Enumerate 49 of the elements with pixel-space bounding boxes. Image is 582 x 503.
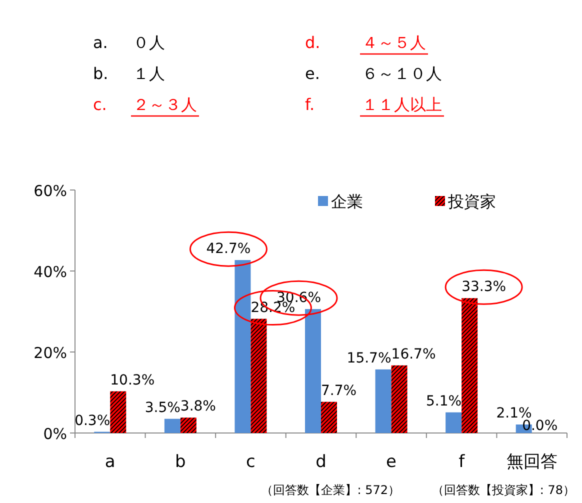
x-tick-label: d [316,452,326,472]
text: d. [305,33,320,52]
x-tick-label: b [175,452,186,472]
y-tick-label: 0% [43,425,67,443]
text: ４～５人 [362,33,426,52]
bar [446,412,462,433]
data-label: 42.7% [206,241,251,258]
x-tick-label: f [458,452,466,472]
x-tick-label: e [386,452,397,472]
bar [234,260,251,433]
text: b. [93,64,108,83]
bar [110,391,126,433]
text: （回答数【投資家】: 78） [432,483,575,497]
bar [180,418,196,433]
text: e. [305,64,320,83]
data-label: 15.7% [346,350,392,366]
data-label: 3.5% [144,400,180,416]
y-tick-label: 40% [34,263,67,281]
bar [321,402,337,433]
bar [305,309,321,433]
bar [462,298,478,433]
bar [250,318,267,433]
text: １人 [133,64,165,83]
text: １１人以上 [362,95,442,114]
y-tick-label: 20% [34,344,67,362]
data-label: 33.3% [462,279,506,296]
text: a. [93,33,108,52]
text: ６～１０人 [362,64,442,83]
text: c. [93,95,107,114]
legend-label: 企業 [331,192,363,211]
data-label: 0.3% [74,412,110,429]
text: （回答数【企業】: 572） [261,483,400,497]
text: f. [305,95,315,114]
data-label: 0.0% [522,418,558,434]
y-tick-label: 60% [34,182,67,200]
x-tick-label: a [104,452,116,472]
data-label: 5.1% [426,393,462,410]
data-label: 3.8% [180,398,216,415]
text: ０人 [133,33,165,52]
x-tick-label: 無回答 [506,452,558,472]
data-label: 10.3% [110,372,155,388]
data-label: 16.7% [391,346,436,362]
bar [375,369,392,433]
text: ２～３人 [133,95,197,114]
bar [391,365,408,433]
x-tick-label: c [246,452,256,472]
data-label: 7.7% [321,382,357,399]
legend-label: 投資家 [447,192,496,211]
bar [164,418,180,433]
